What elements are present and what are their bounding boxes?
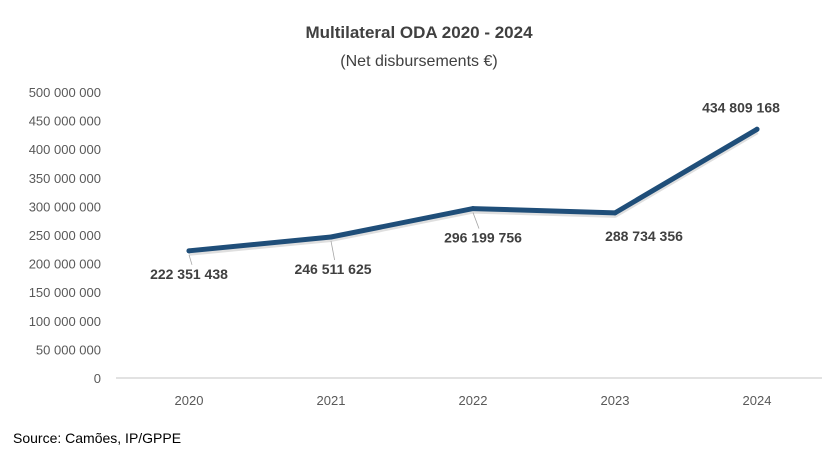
data-point [470, 206, 476, 212]
y-tick-label: 500 000 000 [29, 85, 101, 100]
leader-line [330, 240, 335, 261]
data-point [612, 210, 618, 216]
data-point [328, 234, 334, 240]
data-label: 222 351 438 [150, 266, 228, 282]
data-label: 288 734 356 [605, 228, 683, 244]
x-tick-label: 2024 [743, 393, 772, 408]
y-tick-label: 150 000 000 [29, 285, 101, 300]
y-tick-label: 50 000 000 [36, 342, 101, 357]
y-axis: 0 50 000 000 100 000 000 150 000 000 200 000… [29, 85, 101, 386]
series: 222 351 438 246 511 625 296 199 756 288 734… [150, 99, 780, 282]
leader-line [188, 254, 193, 265]
x-tick-label: 2022 [459, 393, 488, 408]
y-tick-label: 200 000 000 [29, 257, 101, 272]
data-label: 296 199 756 [444, 230, 522, 246]
x-tick-label: 2023 [601, 393, 630, 408]
y-tick-label: 250 000 000 [29, 228, 101, 243]
data-point [754, 126, 760, 132]
x-axis: 2020 2021 2022 2023 2024 [175, 393, 772, 408]
leader-line [472, 212, 480, 229]
chart-subtitle: (Net disbursements €) [340, 53, 497, 70]
data-point [186, 248, 192, 254]
data-label: 246 511 625 [294, 261, 371, 277]
x-tick-label: 2020 [175, 393, 204, 408]
y-tick-label: 300 000 000 [29, 199, 101, 214]
x-tick-label: 2021 [317, 393, 346, 408]
data-label: 434 809 168 [702, 99, 780, 115]
y-tick-label: 100 000 000 [29, 314, 101, 329]
y-tick-label: 350 000 000 [29, 171, 101, 186]
source-note: Source: Camões, IP/GPPE [13, 430, 181, 446]
y-tick-label: 450 000 000 [29, 114, 101, 129]
chart-title: Multilateral ODA 2020 - 2024 [305, 23, 533, 42]
y-tick-label: 0 [94, 371, 101, 386]
y-tick-label: 400 000 000 [29, 142, 101, 157]
